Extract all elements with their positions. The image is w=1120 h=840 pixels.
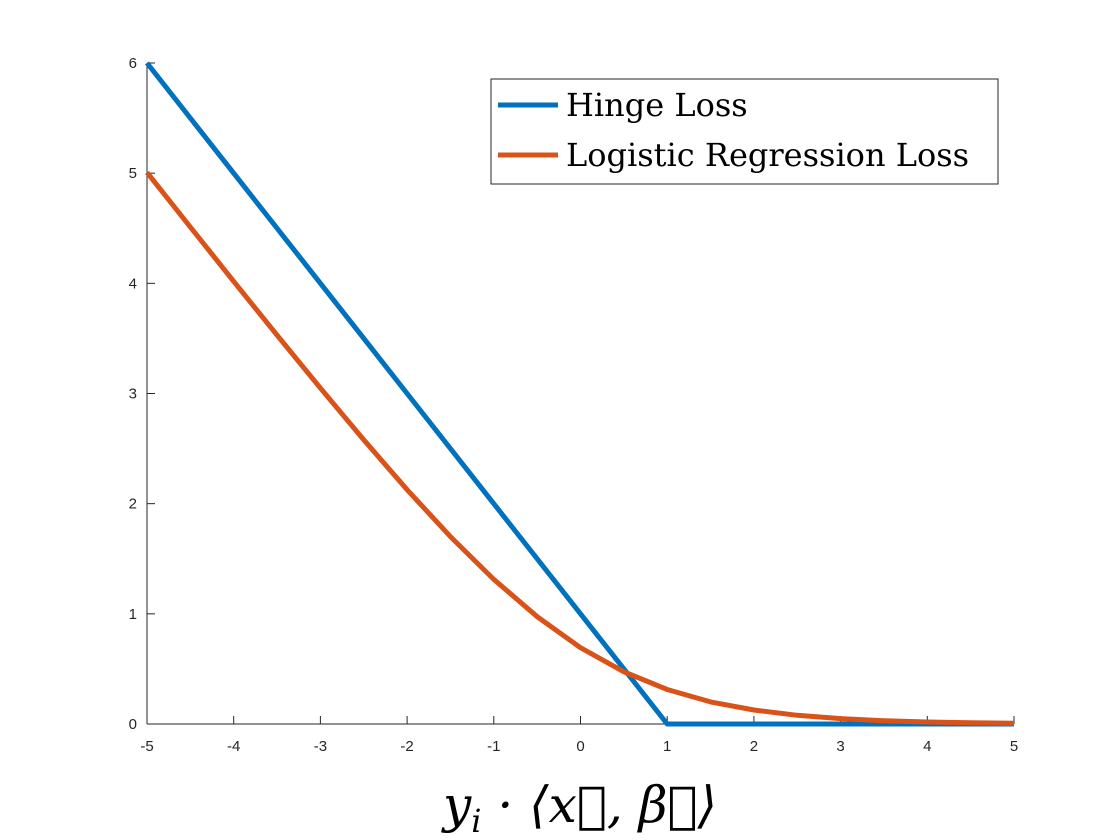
y-tick-label: 6 (129, 55, 137, 72)
x-tick-label: -3 (314, 738, 327, 755)
legend-label: Logistic Regression Loss (566, 136, 969, 174)
x-axis-label: yi · ⟨x⃗, β⃗⟩ (441, 776, 717, 840)
legend-box (490, 78, 999, 185)
x-tick-label: -2 (400, 738, 413, 755)
series-layer (145, 61, 1015, 727)
x-tick-label: 3 (836, 738, 844, 755)
y-tick-label: 3 (129, 386, 137, 403)
x-tick-label: 5 (1010, 738, 1018, 755)
x-tick-label: -5 (140, 738, 153, 755)
series-line-logistic-regression-loss (145, 170, 1015, 726)
x-tick-label: 0 (576, 738, 584, 755)
x-tick-label: 1 (663, 738, 671, 755)
y-tick-label: 2 (129, 496, 137, 513)
y-tick-label: 0 (129, 716, 137, 733)
x-tick-label: 4 (923, 738, 931, 755)
y-tick-label: 5 (129, 165, 137, 182)
series-line-hinge-loss (145, 61, 1014, 727)
x-tick-label: -4 (227, 738, 240, 755)
legend: Hinge Loss Logistic Regression Loss (490, 78, 999, 185)
x-tick-label: 2 (750, 738, 758, 755)
y-tick-label: 4 (129, 275, 137, 292)
y-tick-label: 1 (129, 606, 137, 623)
legend-label: Hinge Loss (566, 86, 748, 124)
x-tick-label: -1 (487, 738, 500, 755)
